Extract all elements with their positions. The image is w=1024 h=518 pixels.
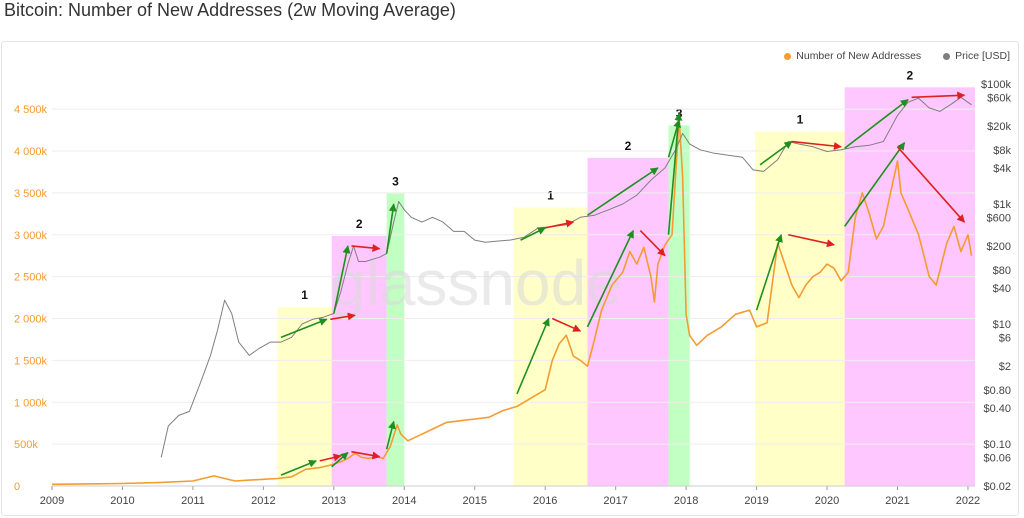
y-right-tick-label-12: $1k	[993, 199, 1011, 211]
y-right-tick-label-17: $100k	[981, 79, 1011, 91]
x-tick-label-2020: 2020	[815, 495, 839, 507]
y-left-tick-label-2: 1 000k	[14, 397, 48, 409]
phase-label-8: 2	[906, 68, 913, 82]
y-left-tick-label-6: 3 000k	[14, 230, 48, 242]
y-left-tick-label-3: 1 500k	[14, 355, 48, 367]
phase-band-8	[844, 87, 975, 486]
phase-band-1	[277, 307, 332, 486]
trend-arrow-down-18	[639, 230, 666, 257]
phase-label-4: 1	[547, 188, 554, 202]
trend-arrow-up-5	[385, 203, 397, 254]
trend-arrow-up-13	[587, 167, 659, 216]
trend-arrow-down-25	[788, 233, 835, 248]
y-right-tick-label-13: $4k	[993, 163, 1011, 175]
x-tick-label-2017: 2017	[603, 495, 627, 507]
trend-arrow-up-20	[759, 140, 793, 166]
trend-arrow-up-24	[755, 233, 783, 311]
y-right-tick-label-1: $0.06	[983, 452, 1011, 464]
y-left-tick-label-7: 3 500k	[14, 188, 48, 200]
y-right-tick-label-15: $20k	[987, 121, 1011, 133]
axes: 2009 2010 2011 2012 2013 2014 2015 2016 2017 2018…	[14, 79, 1011, 507]
gridlines	[52, 108, 975, 487]
chart-legend: Number of New Addresses Price [USD]	[784, 50, 1010, 62]
trend-arrow-down-16	[551, 317, 582, 332]
phase-label-3: 3	[392, 175, 399, 189]
y-left-tick-label-0: 0	[14, 481, 20, 493]
phase-label-7: 1	[797, 113, 804, 127]
y-right-tick-label-14: $8k	[993, 145, 1011, 157]
y-right-tick-label-0: $0.02	[983, 481, 1011, 493]
x-tick-label-2015: 2015	[463, 495, 487, 507]
trend-arrow-up-15	[516, 317, 550, 395]
trend-arrow-down-2	[330, 312, 356, 321]
x-tick-label-2018: 2018	[674, 495, 698, 507]
series-line-price	[160, 96, 972, 458]
trend-arrow-up-6	[280, 459, 317, 476]
phase-label-1: 1	[301, 288, 308, 302]
trend-arrow-up-8	[331, 451, 349, 468]
trend-arrow-down-7	[319, 453, 342, 462]
x-tick-label-2014: 2014	[392, 495, 416, 507]
legend-label-addresses: Number of New Addresses	[796, 50, 922, 62]
legend-item-addresses[interactable]: Number of New Addresses	[784, 50, 921, 62]
y-left-tick-label-9: 4 500k	[14, 104, 48, 116]
chart-title: Bitcoin: Number of New Addresses (2w Mov…	[4, 0, 456, 20]
trend-arrow-up-26	[844, 141, 906, 227]
trend-arrows	[280, 91, 966, 476]
trend-arrow-down-9	[351, 450, 381, 460]
y-left-tick-label-8: 4 000k	[14, 146, 48, 158]
trend-arrow-up-22	[844, 98, 909, 149]
x-tick-label-2022: 2022	[956, 495, 980, 507]
y-right-tick-label-16: $60k	[987, 92, 1011, 104]
y-right-tick-label-8: $40	[993, 283, 1011, 295]
trend-arrow-up-11	[520, 227, 546, 241]
x-tick-label-2016: 2016	[533, 495, 557, 507]
trend-arrow-up-19	[667, 112, 683, 235]
series-line-addresses	[51, 116, 973, 486]
x-tick-label-2012: 2012	[251, 495, 275, 507]
trend-arrow-up-1	[280, 318, 328, 339]
x-tick-label-2010: 2010	[110, 495, 134, 507]
y-right-tick-label-2: $0.10	[983, 439, 1011, 451]
trend-arrow-down-23	[911, 91, 966, 100]
trend-arrow-down-12	[545, 219, 575, 229]
phase-band-7	[755, 131, 845, 487]
x-tick-label-2009: 2009	[40, 495, 64, 507]
y-right-tick-label-7: $10	[993, 319, 1011, 331]
watermark: glassnode	[330, 247, 622, 319]
x-tick-label-2021: 2021	[885, 495, 909, 507]
trend-arrow-down-21	[791, 140, 842, 150]
phase-label-5: 2	[625, 139, 632, 153]
y-right-tick-label-3: $0.40	[983, 403, 1011, 415]
phase-label-2: 2	[356, 217, 363, 231]
x-tick-label-2011: 2011	[181, 495, 205, 507]
series-lines	[51, 96, 973, 486]
phase-band-3	[386, 193, 405, 487]
y-right-tick-label-10: $200	[987, 241, 1011, 253]
legend-item-price[interactable]: Price [USD]	[943, 50, 1010, 62]
y-right-tick-label-11: $600	[987, 212, 1011, 224]
trend-arrow-up-10	[385, 420, 396, 450]
y-left-tick-label-1: 500k	[14, 439, 38, 451]
trend-arrow-up-17	[586, 229, 635, 328]
y-right-tick-label-6: $6	[999, 332, 1011, 344]
legend-label-price: Price [USD]	[955, 50, 1010, 62]
legend-swatch-addresses	[784, 52, 792, 60]
y-right-tick-label-5: $2	[999, 361, 1011, 373]
y-left-tick-label-5: 2 500k	[14, 272, 48, 284]
y-left-tick-label-4: 2 000k	[14, 314, 48, 326]
trend-arrow-up-3	[333, 245, 351, 314]
y-right-tick-label-4: $0.80	[983, 385, 1011, 397]
phase-band-4	[513, 207, 588, 486]
y-right-tick-label-9: $80	[993, 265, 1011, 277]
x-tick-label-2013: 2013	[322, 495, 346, 507]
x-tick-label-2019: 2019	[744, 495, 768, 507]
trend-arrow-down-27	[896, 146, 966, 223]
legend-swatch-price	[943, 52, 951, 60]
chart-frame	[1, 41, 1019, 516]
trend-arrow-down-4	[351, 244, 381, 252]
